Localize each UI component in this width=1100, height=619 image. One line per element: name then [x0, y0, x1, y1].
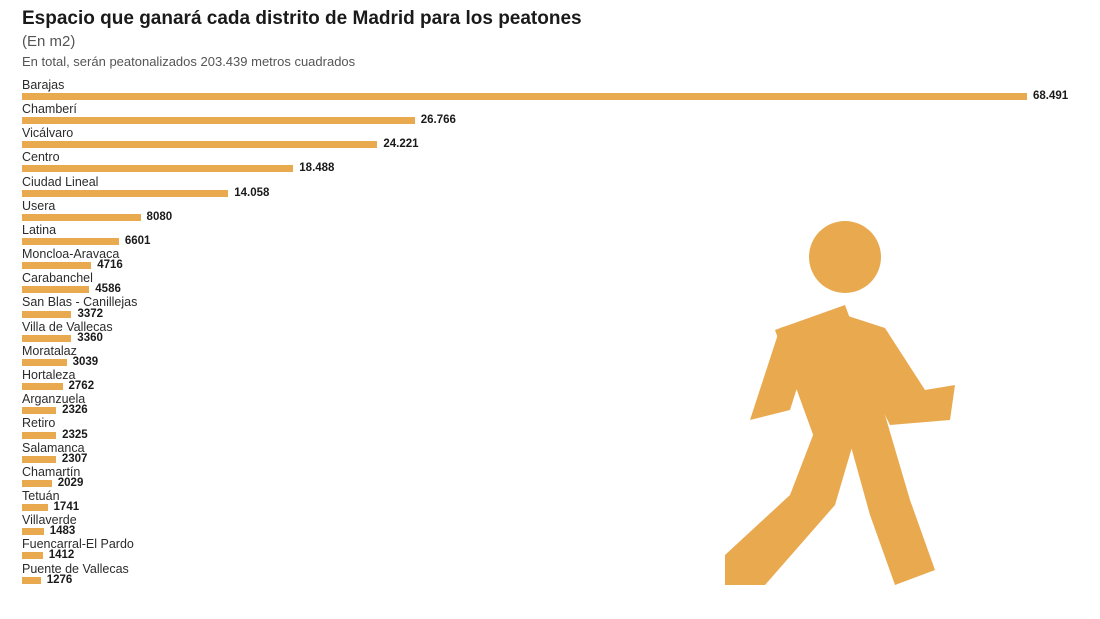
bar [22, 93, 1027, 100]
bar-value: 2326 [62, 404, 88, 416]
bar [22, 190, 228, 197]
bar [22, 117, 415, 124]
bar-value: 18.488 [299, 162, 334, 174]
bar [22, 286, 89, 293]
chart-container: Espacio que ganará cada distrito de Madr… [0, 0, 1100, 619]
bar-value: 2029 [58, 477, 84, 489]
bar-value: 3360 [77, 332, 103, 344]
bar-track: 68.491 [22, 93, 1078, 103]
bar-value: 2325 [62, 429, 88, 441]
bar [22, 407, 56, 414]
bar-value: 14.058 [234, 187, 269, 199]
bar [22, 359, 67, 366]
bar [22, 456, 56, 463]
bar-label: Barajas [22, 79, 1078, 92]
bar [22, 141, 377, 148]
bar-label: Usera [22, 200, 1078, 213]
bar-row: Ciudad Lineal14.058 [22, 176, 1078, 200]
bar-value: 4716 [97, 259, 123, 271]
bar [22, 383, 63, 390]
bar-track: 26.766 [22, 117, 1078, 127]
bar-label: Vicálvaro [22, 127, 1078, 140]
bar-value: 1483 [50, 525, 76, 537]
bar-label: Centro [22, 151, 1078, 164]
bar [22, 432, 56, 439]
bar-track: 18.488 [22, 165, 1078, 175]
bar [22, 214, 141, 221]
page-subtitle: (En m2) [22, 33, 1078, 50]
bar [22, 504, 48, 511]
bar-row: Vicálvaro24.221 [22, 127, 1078, 151]
page-note: En total, serán peatonalizados 203.439 m… [22, 54, 1078, 69]
bar-value: 1412 [49, 549, 75, 561]
bar [22, 480, 52, 487]
bar [22, 528, 44, 535]
bar-value: 6601 [125, 235, 151, 247]
bar-track: 24.221 [22, 141, 1078, 151]
bar-value: 1741 [54, 501, 80, 513]
bar-value: 24.221 [383, 138, 418, 150]
bar [22, 552, 43, 559]
bar-value: 68.491 [1033, 90, 1068, 102]
bar [22, 238, 119, 245]
bar-row: Centro18.488 [22, 151, 1078, 175]
bar-value: 4586 [95, 283, 121, 295]
page-title: Espacio que ganará cada distrito de Madr… [22, 8, 1078, 31]
bar-label: Chamberí [22, 103, 1078, 116]
bar [22, 335, 71, 342]
bar [22, 165, 293, 172]
bar-row: Barajas68.491 [22, 79, 1078, 103]
bar-value: 26.766 [421, 114, 456, 126]
bar [22, 311, 71, 318]
bar-track: 14.058 [22, 190, 1078, 200]
bar-value: 3372 [77, 308, 103, 320]
bar-value: 2307 [62, 453, 88, 465]
bar-value: 1276 [47, 574, 73, 586]
bar-row: Chamberí26.766 [22, 103, 1078, 127]
bar [22, 577, 41, 584]
bar-value: 2762 [69, 380, 95, 392]
bar-value: 3039 [73, 356, 99, 368]
bar-label: Ciudad Lineal [22, 176, 1078, 189]
pedestrian-icon [670, 215, 970, 595]
bar-value: 8080 [147, 211, 173, 223]
bar [22, 262, 91, 269]
